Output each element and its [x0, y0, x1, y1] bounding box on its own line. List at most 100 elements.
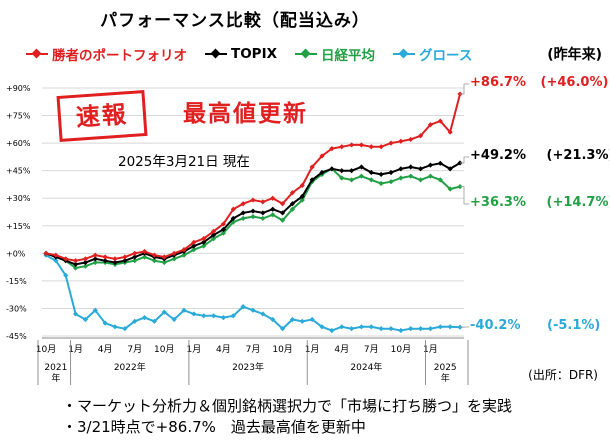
data-point-winner	[250, 197, 256, 203]
data-point-winner	[329, 146, 335, 152]
data-point-winner	[437, 118, 443, 124]
data-point-growth	[329, 327, 335, 334]
data-point-growth	[260, 311, 266, 317]
data-point-winner	[230, 206, 236, 212]
data-point-topix	[279, 210, 286, 216]
data-point-topix	[270, 206, 276, 212]
data-point-growth	[358, 324, 365, 330]
data-point-winner	[358, 142, 365, 148]
bullet-item: ・マーケット分析力＆個別銘柄選択力で「市場に打ち勝つ」を実践	[62, 397, 513, 415]
data-point-topix	[92, 256, 98, 262]
chart-title: パフォーマンス比較（配当込み）	[100, 11, 370, 31]
data-point-winner	[240, 201, 246, 207]
data-point-topix	[309, 177, 315, 183]
year-label: 2023年	[232, 361, 264, 373]
data-point-growth	[72, 311, 79, 317]
data-point-winner	[63, 256, 69, 262]
data-point-nikkei	[398, 175, 404, 181]
data-point-growth	[112, 324, 118, 330]
data-point-growth	[299, 318, 305, 324]
data-point-winner	[270, 195, 276, 201]
x-tick-label: 1月	[68, 344, 83, 355]
data-point-nikkei	[348, 177, 355, 183]
data-point-topix	[122, 258, 128, 264]
data-point-topix	[388, 169, 394, 176]
legend-label-topix: TOPIX	[231, 46, 278, 62]
data-point-growth	[408, 326, 414, 332]
data-point-nikkei	[270, 212, 276, 218]
bullet-list: ・マーケット分析力＆個別銘柄選択力で「市場に打ち勝つ」を実践 ・3/21時点で+…	[62, 396, 512, 438]
legend-swatch-winner	[26, 49, 48, 59]
leader-line-topix	[460, 156, 469, 164]
x-tick-label: 1月	[186, 344, 201, 355]
data-point-nikkei	[171, 256, 177, 262]
year-label-suffix: 年	[51, 372, 60, 384]
data-point-growth	[319, 324, 325, 330]
data-point-winner	[181, 247, 187, 253]
data-point-winner	[309, 164, 315, 170]
legend-item-growth: グロース	[393, 44, 472, 64]
data-point-growth	[417, 326, 424, 332]
data-point-winner	[171, 250, 177, 256]
legend-label-growth: グロース	[419, 48, 473, 64]
year-label-suffix: 年	[441, 372, 450, 384]
ytd-header: (昨年来)	[547, 47, 602, 63]
year-label: 2022年	[114, 361, 146, 373]
data-point-nikkei	[417, 177, 424, 183]
data-point-topix	[417, 166, 424, 172]
data-point-winner	[279, 201, 286, 207]
data-point-winner	[388, 140, 394, 146]
data-point-winner	[417, 133, 424, 139]
x-tick-label: 10月	[154, 344, 174, 355]
data-point-nikkei	[141, 254, 148, 260]
data-point-growth	[279, 326, 286, 332]
data-point-topix	[112, 259, 118, 266]
x-tick-label: 4月	[216, 344, 231, 355]
data-point-nikkei	[260, 215, 266, 222]
y-tick-label: +90%	[6, 84, 31, 93]
data-point-nikkei	[299, 197, 305, 203]
as-of-date: 2025年3月21日 現在	[118, 154, 250, 170]
y-tick-label: +0%	[6, 249, 26, 258]
ytd-value-growth: (-5.1%)	[547, 318, 601, 333]
x-tick-label: 7月	[246, 344, 261, 355]
legend-label-nikkei: 日経平均	[321, 48, 376, 64]
data-point-winner	[319, 153, 325, 159]
data-point-nikkei	[92, 259, 98, 266]
data-point-nikkei	[447, 186, 453, 192]
data-point-nikkei	[210, 236, 217, 242]
data-point-growth	[388, 326, 394, 332]
data-point-winner	[299, 182, 305, 188]
data-point-nikkei	[132, 258, 138, 264]
year-label: 2025	[434, 363, 457, 373]
legend-label-winner: 勝者のポートフォリオ	[52, 48, 187, 64]
data-point-growth	[447, 324, 453, 330]
data-point-nikkei	[181, 252, 187, 258]
legend-item-nikkei: 日経平均	[295, 44, 375, 64]
data-point-growth	[230, 313, 236, 319]
legend-swatch-growth	[393, 49, 416, 59]
data-point-winner	[82, 256, 89, 262]
data-point-winner	[220, 221, 227, 227]
data-point-topix	[348, 168, 355, 174]
x-tick-label: 10月	[36, 344, 56, 355]
data-point-nikkei	[279, 217, 286, 223]
y-tick-label: -15%	[6, 277, 27, 286]
data-point-topix	[358, 164, 365, 170]
y-tick-label: -30%	[6, 304, 27, 313]
data-point-nikkei	[191, 247, 197, 253]
data-point-nikkei	[72, 265, 79, 271]
data-point-growth	[289, 316, 296, 323]
x-tick-label: 1月	[423, 344, 438, 355]
x-tick-label: 10月	[391, 344, 411, 355]
data-point-topix	[240, 210, 246, 216]
data-point-winner	[53, 252, 59, 258]
data-point-growth	[378, 326, 384, 332]
data-point-winner	[408, 136, 414, 143]
data-point-nikkei	[151, 258, 158, 264]
data-point-topix	[230, 215, 236, 222]
data-point-winner	[72, 258, 79, 264]
data-point-winner	[260, 199, 266, 205]
bullet-item: ・3/21時点で+86.7% 過去最高値を更新中	[62, 418, 366, 436]
data-point-winner	[427, 122, 434, 128]
